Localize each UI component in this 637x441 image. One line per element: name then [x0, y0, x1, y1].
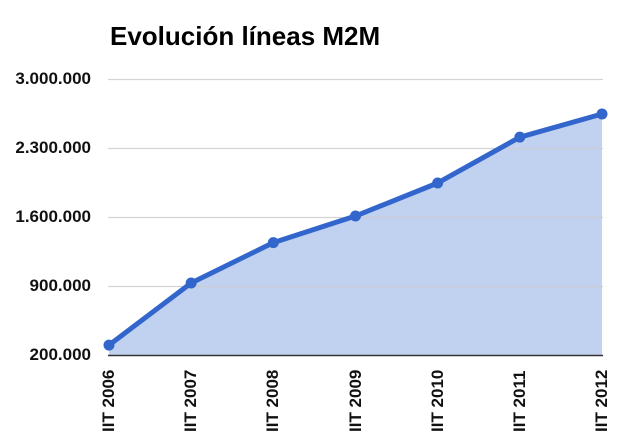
x-tick-label: IIT 2010: [427, 369, 447, 432]
x-tick-label: IIT 2011: [509, 370, 529, 432]
chart-title: Evolución líneas M2M: [110, 21, 381, 51]
data-point-marker: [596, 108, 608, 120]
x-tick-label: IIT 2008: [263, 369, 283, 432]
x-tick-label: IIT 2009: [345, 369, 365, 432]
y-tick-label: 3.000.000: [15, 69, 91, 88]
data-point-marker: [185, 277, 197, 289]
x-tick-label: IIT 2006: [99, 369, 118, 432]
data-point-marker: [432, 177, 444, 189]
data-point-marker: [514, 131, 526, 143]
data-point-marker: [267, 237, 279, 249]
area-fill: [109, 113, 602, 355]
y-tick-label: 200.000: [29, 345, 91, 364]
y-tick-label: 2.300.000: [15, 138, 91, 157]
data-point-marker: [350, 210, 361, 222]
x-tick-label: IIT 2012: [592, 369, 611, 432]
y-tick-label: 900.000: [29, 276, 91, 295]
data-point-marker: [103, 339, 115, 351]
x-tick-label: IIT 2007: [181, 369, 201, 432]
y-tick-label: 1.600.000: [15, 207, 91, 226]
